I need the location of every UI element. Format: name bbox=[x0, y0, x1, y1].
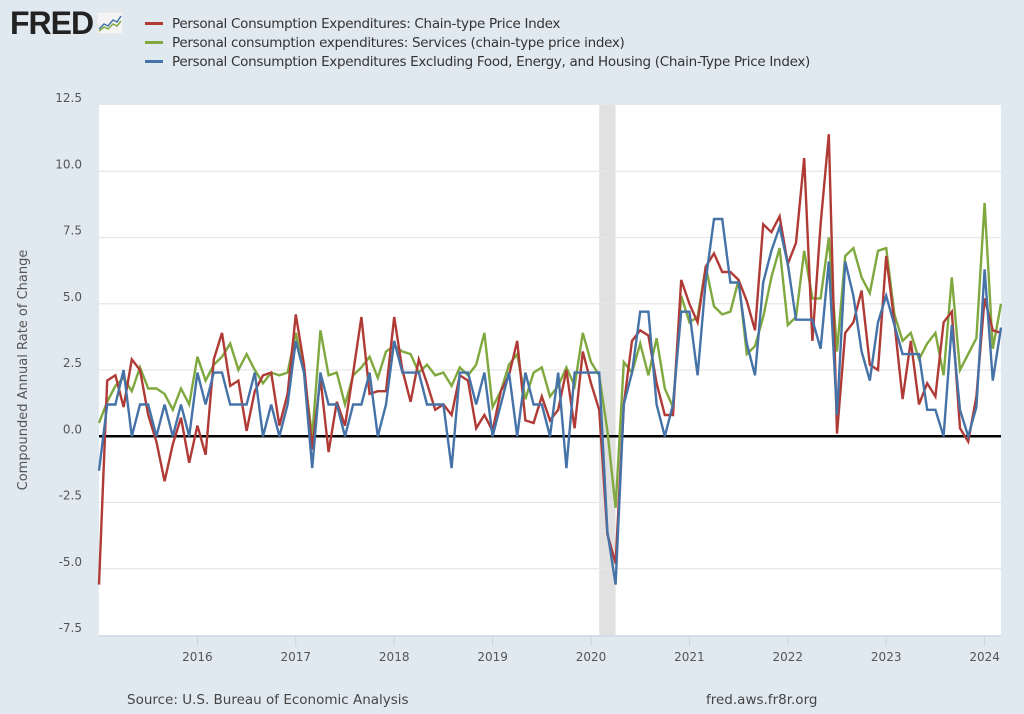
series-line-services[interactable] bbox=[97, 202, 1003, 508]
y-tick-label: -2.5 bbox=[59, 489, 82, 503]
legend-item-pce[interactable]: Personal Consumption Expenditures: Chain… bbox=[145, 14, 810, 33]
y-tick-label: 2.5 bbox=[63, 356, 82, 370]
legend-label: Personal Consumption Expenditures: Chain… bbox=[172, 15, 561, 32]
legend-swatch-blue bbox=[145, 60, 163, 63]
legend-item-ex-food-energy-housing[interactable]: Personal Consumption Expenditures Exclud… bbox=[145, 52, 810, 71]
x-tick-label: 2020 bbox=[576, 650, 607, 664]
fred-chart-icon bbox=[97, 12, 124, 34]
y-tick-label: 7.5 bbox=[63, 224, 82, 238]
y-axis-title: Compounded Annual Rate of Change bbox=[16, 250, 31, 491]
legend-label: Personal Consumption Expenditures Exclud… bbox=[172, 53, 811, 70]
x-tick-label: 2019 bbox=[477, 650, 508, 664]
legend-label: Personal consumption expenditures: Servi… bbox=[172, 34, 625, 51]
legend-item-services[interactable]: Personal consumption expenditures: Servi… bbox=[145, 33, 810, 52]
legend-swatch-green bbox=[145, 41, 163, 44]
site-url[interactable]: fred.aws.fr8r.org bbox=[706, 692, 818, 708]
y-tick-label: 5.0 bbox=[63, 290, 82, 304]
y-tick-label: 12.5 bbox=[55, 91, 82, 105]
x-tick-label: 2018 bbox=[379, 650, 410, 664]
fred-logo: FRED bbox=[10, 5, 124, 41]
fred-logo-text: FRED bbox=[10, 5, 94, 41]
x-tick-label: 2023 bbox=[871, 650, 902, 664]
y-tick-label: -7.5 bbox=[59, 621, 82, 635]
x-tick-label: 2021 bbox=[674, 650, 705, 664]
x-tick-label: 2016 bbox=[182, 650, 213, 664]
x-tick-label: 2017 bbox=[281, 650, 312, 664]
source-note: Source: U.S. Bureau of Economic Analysis bbox=[127, 692, 409, 708]
legend-swatch-red bbox=[145, 22, 163, 25]
series-line-pce[interactable] bbox=[97, 134, 1002, 585]
x-tick-label: 2022 bbox=[773, 650, 804, 664]
y-tick-label: 10.0 bbox=[55, 157, 82, 171]
y-tick-label: -5.0 bbox=[59, 555, 82, 569]
y-tick-label: 0.0 bbox=[63, 422, 82, 436]
series-line-ex-food-energy-housing[interactable] bbox=[97, 217, 1003, 585]
chart-legend: Personal Consumption Expenditures: Chain… bbox=[145, 14, 810, 71]
x-tick-label: 2024 bbox=[969, 650, 1000, 664]
